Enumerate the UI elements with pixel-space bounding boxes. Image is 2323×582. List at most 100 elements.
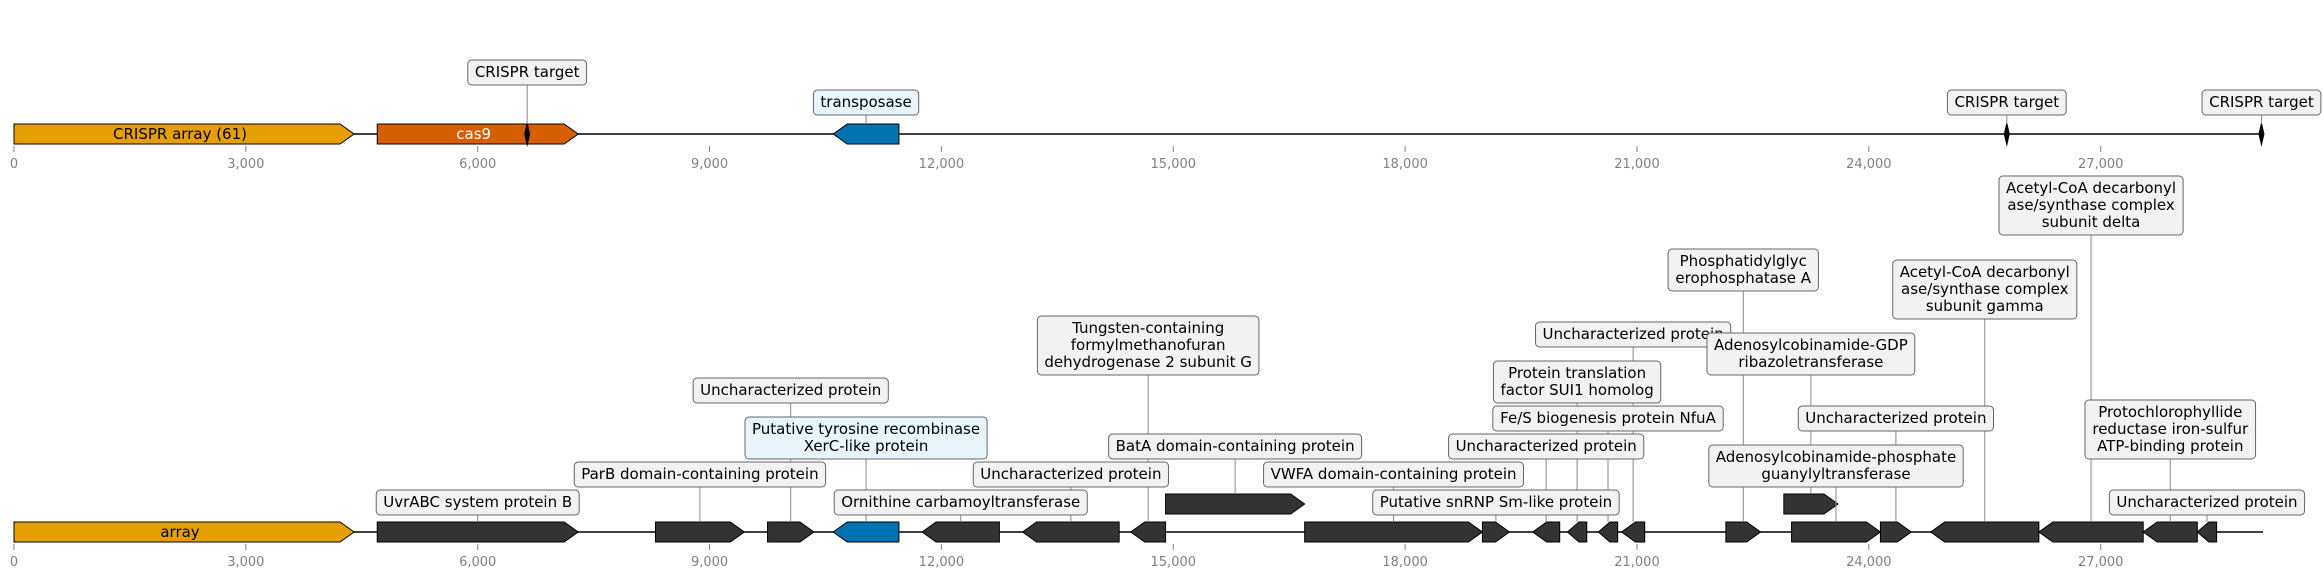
feature-gene[interactable] [1879, 521, 1913, 543]
feature-callout: CRISPR target [2201, 89, 2322, 116]
axis-tick-label: 24,000 [1846, 555, 1892, 570]
crispr-target-mark [2003, 121, 2010, 147]
callout-text: transposase [820, 93, 911, 111]
callout-text: Fe/S biogenesis protein NfuA [1500, 409, 1716, 427]
callout-box [1708, 444, 1964, 488]
feature-label: CRISPR array (61) [113, 125, 247, 143]
feature-transposase[interactable] [832, 521, 900, 543]
feature-gene[interactable] [921, 521, 1000, 543]
callout-text: Uncharacterized protein [1543, 325, 1724, 343]
feature-gene[interactable] [1783, 493, 1839, 515]
callout-text: BatA domain-containing protein [1116, 437, 1355, 455]
feature-gene[interactable] [1791, 521, 1882, 543]
feature-callout: Uncharacterized protein [1797, 405, 1994, 432]
feature-gene[interactable] [2038, 521, 2144, 543]
axis-tick-label: 24,000 [1846, 157, 1892, 172]
feature-callout: Protochlorophyllide reductase iron-sulfur… [2084, 399, 2257, 460]
callout-text: Ornithine carbamoyltransferase [841, 493, 1080, 511]
axis-tick-label: 3,000 [227, 555, 264, 570]
callout-box [744, 416, 988, 460]
callout-box [1108, 433, 1363, 460]
callout-text: UvrABC system protein B [383, 493, 572, 511]
feature-gene[interactable] [654, 521, 746, 543]
feature-array[interactable] [13, 123, 355, 145]
feature-array[interactable] [13, 521, 355, 543]
callout-box [375, 489, 580, 516]
feature-gene[interactable] [1165, 493, 1306, 515]
callout-box [972, 461, 1169, 488]
feature-callout: ParB domain-containing protein [573, 461, 827, 488]
axis-tick-label: 18,000 [1382, 555, 1428, 570]
feature-gene[interactable] [1620, 521, 1646, 543]
callout-box [2201, 89, 2322, 116]
label-layer: transposase CRISPR target CRISPR target CRI… [467, 59, 2322, 116]
callout-box [812, 89, 920, 116]
callout-box [1998, 175, 2184, 236]
callout-text: Putative tyrosine recombinase XerC-like p… [752, 420, 980, 455]
feature-gene[interactable] [2142, 521, 2198, 543]
feature-transposase[interactable] [832, 123, 900, 145]
axis-tick-label: 21,000 [1614, 555, 1660, 570]
callout-box [467, 59, 588, 86]
callout-text: Putative snRNP Sm-like protein [1380, 493, 1612, 511]
callout-text: CRISPR target [475, 63, 580, 81]
callout-text: Protein translation factor SUI1 homolog [1500, 364, 1653, 399]
feature-gene[interactable] [767, 521, 815, 543]
axis-tick-label: 0 [10, 555, 18, 570]
feature-callout: Uncharacterized protein [2108, 489, 2306, 516]
callout-text: ParB domain-containing protein [581, 465, 818, 483]
callout-text: Phosphatidylglyc erophosphatase A [1675, 252, 1811, 287]
feature-gene[interactable] [2196, 521, 2218, 543]
feature-callout: BatA domain-containing protein [1108, 433, 1363, 460]
feature-callout: Protein translation factor SUI1 homolog [1492, 360, 1662, 404]
feature-callout: CRISPR target [1946, 89, 2067, 116]
callout-box [1036, 315, 1260, 376]
callout-text: Uncharacterized protein [980, 465, 1161, 483]
feature-callout: Adenosylcobinamide-phosphate guanylyltran… [1708, 444, 1964, 488]
callout-text: Protochlorophyllide reductase iron-sulfur… [2092, 403, 2249, 455]
feature-gene[interactable] [376, 521, 580, 543]
feature-callout: transposase [812, 89, 920, 116]
callout-text: Uncharacterized protein [700, 381, 881, 399]
axis-tick-label: 27,000 [2078, 555, 2124, 570]
callout-box [1946, 89, 2067, 116]
feature-gene[interactable] [1531, 521, 1561, 543]
callout-text: VWFA domain-containing protein [1271, 465, 1517, 483]
feature-gene[interactable] [1021, 521, 1120, 543]
callout-box [1448, 433, 1645, 460]
axis-tick-label: 15,000 [1151, 555, 1197, 570]
feature-label: array [160, 523, 199, 541]
callout-box [1667, 248, 1819, 292]
axis-tick-label: 6,000 [459, 157, 496, 172]
callout-box [1492, 360, 1662, 404]
callout-box [1706, 332, 1916, 376]
crispr-target-mark [2258, 121, 2265, 147]
feature-gene[interactable] [1929, 521, 2040, 543]
callout-text: Tungsten-containing formylmethanofuran deh… [1044, 319, 1252, 371]
axis-tick-label: 27,000 [2078, 157, 2124, 172]
feature-callout: Phosphatidylglyc erophosphatase A [1667, 248, 1819, 292]
feature-gene[interactable] [1566, 521, 1588, 543]
feature-gene[interactable] [1597, 521, 1619, 543]
callout-text: Adenosylcobinamide-GDP ribazoletransferas… [1714, 336, 1908, 371]
axis-tick-label: 9,000 [691, 157, 728, 172]
feature-callout: Putative snRNP Sm-like protein [1372, 489, 1620, 516]
callout-box [1797, 405, 1994, 432]
feature-label: cas9 [456, 125, 491, 143]
axis-tick-label: 12,000 [919, 555, 965, 570]
callout-box [1892, 259, 2078, 320]
feature-gene[interactable] [1304, 521, 1484, 543]
feature-gene[interactable] [1129, 521, 1167, 543]
feature-callout: Tungsten-containing formylmethanofuran deh… [1036, 315, 1260, 376]
feature-callout: Uncharacterized protein [1535, 321, 1732, 348]
feature-gene[interactable] [1725, 521, 1762, 543]
feature-gene[interactable] [1481, 521, 1511, 543]
callout-text: Acetyl-CoA decarbonyl ase/synthase comple… [1900, 263, 2070, 315]
callout-box [2108, 489, 2306, 516]
crispr-target-mark [524, 121, 531, 147]
feature-callout: Ornithine carbamoyltransferase [833, 489, 1088, 516]
axis-tick-label: 12,000 [919, 157, 965, 172]
callout-text: CRISPR target [1954, 93, 2059, 111]
axis-tick-label: 9,000 [691, 555, 728, 570]
